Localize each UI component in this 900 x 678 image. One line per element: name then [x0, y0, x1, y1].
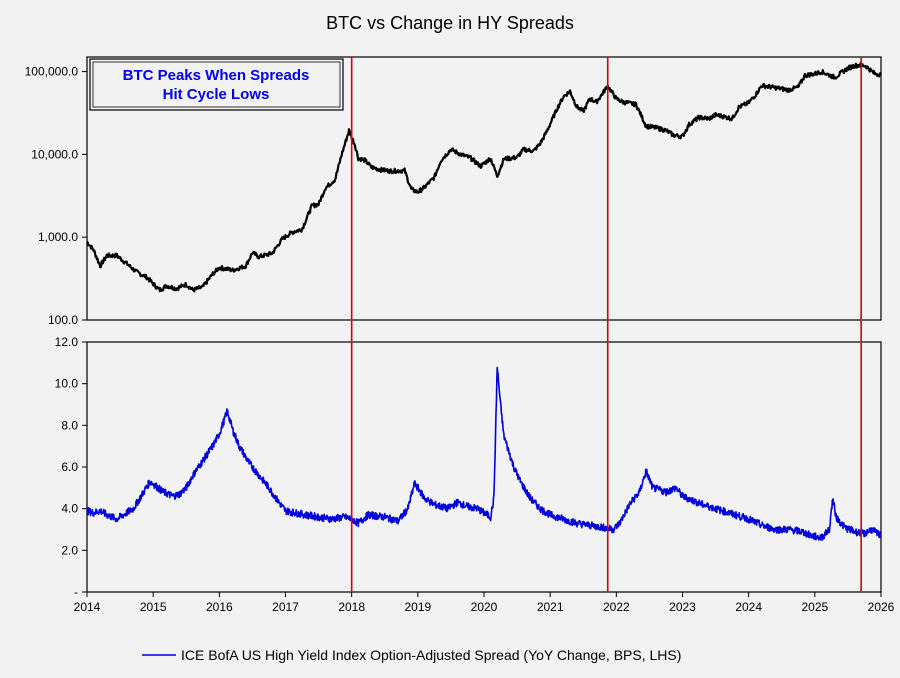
x-tick-label: 2024 [735, 600, 762, 614]
hy-y-axis: - 2.0 4.0 6.0 8.0 10.0 12.0 [55, 335, 87, 599]
annotation-outer-frame [89, 58, 344, 111]
legend: ICE BofA US High Yield Index Option-Adju… [142, 647, 681, 663]
x-tick-label: 2016 [206, 600, 233, 614]
hy-spread-panel: - 2.0 4.0 6.0 8.0 10.0 12.0 [55, 335, 882, 599]
x-tick-label: 2025 [801, 600, 828, 614]
btc-y-axis: 100.0 1,000.0 10,000.0 100,000.0 [25, 65, 87, 327]
hy-y-tick-label: 12.0 [55, 335, 79, 349]
btc-panel: 100.0 1,000.0 10,000.0 100,000.0 BTC Peaks … [25, 56, 882, 327]
x-tick-label: 2022 [603, 600, 630, 614]
annotation-box: BTC Peaks When Spreads Hit Cycle Lows [89, 58, 344, 111]
hy-y-tick-label: - [74, 585, 78, 599]
chart-title: BTC vs Change in HY Spreads [326, 13, 574, 33]
x-tick-label: 2017 [272, 600, 299, 614]
btc-y-tick-label: 100.0 [48, 313, 78, 327]
btc-price-line [86, 62, 882, 293]
hy-y-tick-label: 10.0 [55, 377, 79, 391]
x-tick-label: 2023 [669, 600, 696, 614]
annotation-line-1: BTC Peaks When Spreads [123, 67, 310, 84]
x-tick-label: 2015 [140, 600, 167, 614]
cycle-peak-markers [350, 57, 862, 592]
btc-y-tick-label: 10,000.0 [31, 147, 78, 161]
btc-y-tick-label: 1,000.0 [38, 230, 78, 244]
annotation-inner-frame [92, 61, 341, 108]
x-tick-label: 2018 [338, 600, 365, 614]
btc-y-tick-label: 100,000.0 [25, 65, 79, 79]
hy-spread-line [86, 366, 882, 541]
hy-y-tick-label: 6.0 [61, 460, 78, 474]
hy-y-tick-label: 2.0 [61, 543, 78, 557]
x-tick-label: 2021 [537, 600, 564, 614]
x-tick-label: 2020 [471, 600, 498, 614]
x-tick-label: 2026 [868, 600, 895, 614]
legend-label: ICE BofA US High Yield Index Option-Adju… [181, 647, 681, 663]
x-tick-label: 2014 [74, 600, 101, 614]
annotation-line-2: Hit Cycle Lows [163, 86, 270, 103]
hy-y-tick-label: 4.0 [61, 502, 78, 516]
x-axis: 2014 2015 2016 2017 2018 2019 2020 2021 2022 2023… [74, 592, 895, 614]
hy-y-tick-label: 8.0 [61, 418, 78, 432]
hy-panel-frame [86, 341, 882, 593]
x-tick-label: 2019 [404, 600, 431, 614]
